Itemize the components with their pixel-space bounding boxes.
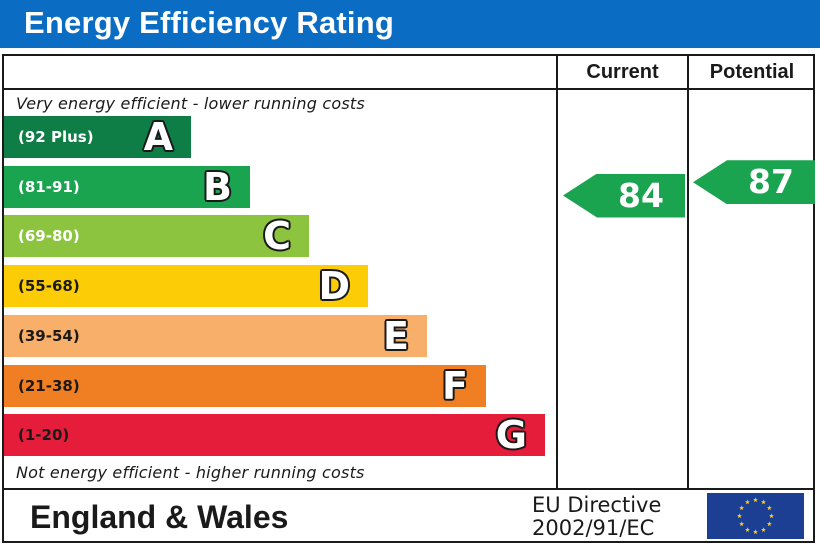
bottom-note: Not energy efficient - higher running co… (16, 463, 365, 482)
band-c: (69-80) C (4, 214, 309, 259)
flag-star (753, 497, 758, 503)
flag-star (769, 513, 774, 519)
band-a: (92 Plus) A (4, 115, 191, 159)
flag-star (766, 521, 772, 527)
flag-star (753, 529, 758, 535)
header-bar: Energy Efficiency Rating (0, 0, 820, 48)
chart-title: Energy Efficiency Rating (24, 5, 395, 40)
band-g: (1-20) G (4, 413, 545, 458)
current-rating-value: 84 (618, 175, 664, 215)
band-letter: D (318, 264, 350, 309)
band-letter: C (263, 214, 291, 259)
region-label: England & Wales (30, 499, 289, 535)
column-header-current: Current (586, 61, 659, 83)
eu-flag-stars (737, 497, 774, 535)
band-d: (55-68) D (4, 264, 368, 309)
current-rating-arrow: 84 (563, 173, 685, 218)
directive-line-2: 2002/91/EC (532, 516, 655, 540)
band-range-label: (69-80) (18, 227, 80, 246)
flag-star (737, 513, 742, 519)
divider-current (556, 54, 558, 490)
flag-star (739, 521, 745, 527)
eu-flag-icon (707, 493, 804, 539)
band-letter: A (143, 115, 173, 159)
header-row-divider (2, 88, 815, 90)
band-range-label: (1-20) (18, 426, 70, 445)
band-range-label: (92 Plus) (18, 128, 94, 146)
column-header-potential: Potential (709, 61, 795, 83)
top-note: Very energy efficient - lower running co… (16, 94, 365, 113)
band-letter: G (495, 413, 527, 458)
band-range-label: (81-91) (18, 177, 80, 196)
footer-divider (2, 488, 815, 490)
band-letter: E (383, 313, 409, 358)
band-range-label: (39-54) (18, 326, 80, 345)
band-f: (21-38) F (4, 363, 486, 408)
flag-star (766, 505, 772, 511)
divider-potential (687, 54, 689, 490)
band-e: (39-54) E (4, 313, 427, 358)
directive-line-1: EU Directive (532, 493, 662, 517)
potential-rating-value: 87 (748, 162, 794, 202)
rating-frame (2, 54, 815, 543)
flag-star (745, 499, 750, 505)
flag-star (739, 505, 745, 511)
band-b: (81-91) B (4, 164, 250, 209)
flag-star (761, 527, 766, 532)
band-letter: F (442, 363, 468, 408)
flag-star (745, 527, 750, 532)
flag-star (761, 499, 766, 505)
band-range-label: (21-38) (18, 376, 80, 395)
band-range-label: (55-68) (18, 277, 80, 296)
band-letter: B (203, 164, 232, 209)
